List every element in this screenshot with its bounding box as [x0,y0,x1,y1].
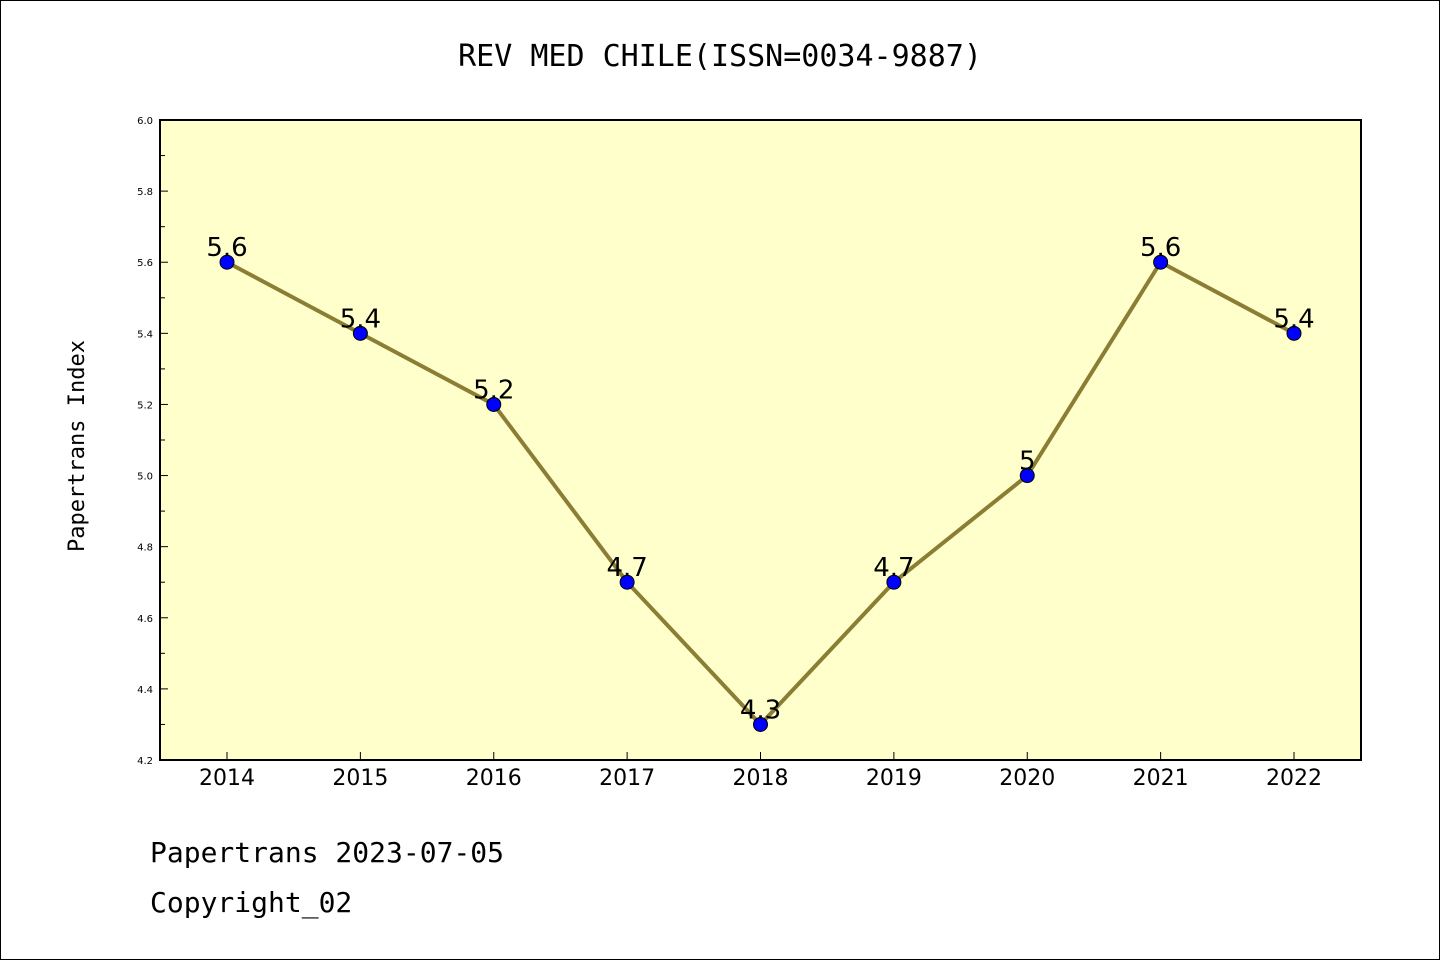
data-label: 5.4 [340,304,381,334]
data-point [1019,468,1035,484]
x-axis: 2014 2015 2016 2017 2018 2019 2020 2021 2022 [199,752,1322,791]
y-tick-label: 4.8 [137,543,153,554]
data-label: 4.7 [873,553,914,583]
footer-copyright: Copyright_02 [150,886,353,919]
y-tick-label: 5.8 [137,187,153,198]
y-tick-label: 6.0 [137,116,153,127]
plot-area [159,119,1362,761]
x-tick-label: 2016 [466,766,522,791]
data-point [352,325,368,341]
x-tick-label: 2019 [866,766,922,791]
x-tick-label: 2018 [733,766,789,791]
data-point [619,574,635,590]
x-tick-label: 2021 [1133,766,1189,791]
x-tick-label: 2022 [1266,766,1322,791]
series-line [219,254,1302,732]
data-label: 5.4 [1273,304,1314,334]
data-point [219,254,235,270]
y-tick-label: 5.0 [137,472,153,483]
x-tick-label: 2015 [332,766,388,791]
y-tick-label: 4.4 [137,685,153,696]
y-axis: 4.2 4.4 4.6 4.8 5.0 5.2 5.4 5.6 5.8 6.0 [137,116,168,767]
data-labels: 5.6 5.4 5.2 4.7 4.3 4.7 5 5.6 5.4 [206,233,1314,725]
y-tick-label: 4.2 [137,756,153,767]
x-tick-label: 2014 [199,766,255,791]
y-tick-label: 4.6 [137,614,153,625]
y-tick-label: 5.6 [137,258,153,269]
data-point [753,716,768,732]
x-tick-label: 2017 [599,766,655,791]
data-label: 4.7 [606,553,647,583]
y-tick-label: 5.2 [137,400,153,411]
chart-title: REV MED CHILE(ISSN=0034-9887) [458,39,982,74]
footer-date: Papertrans 2023-07-05 [150,836,505,869]
data-point [1286,325,1302,341]
data-label: 5 [1019,447,1036,477]
data-label: 5.2 [473,375,514,405]
data-point [1153,254,1169,270]
data-label: 5.6 [1140,233,1181,263]
x-tick-label: 2020 [999,766,1055,791]
y-tick-label: 5.4 [137,329,153,340]
data-point [886,574,902,590]
y-axis-label: Papertrans Index [65,340,90,552]
data-label: 4.3 [740,695,781,725]
data-point [486,396,502,412]
data-label: 5.6 [206,233,247,263]
